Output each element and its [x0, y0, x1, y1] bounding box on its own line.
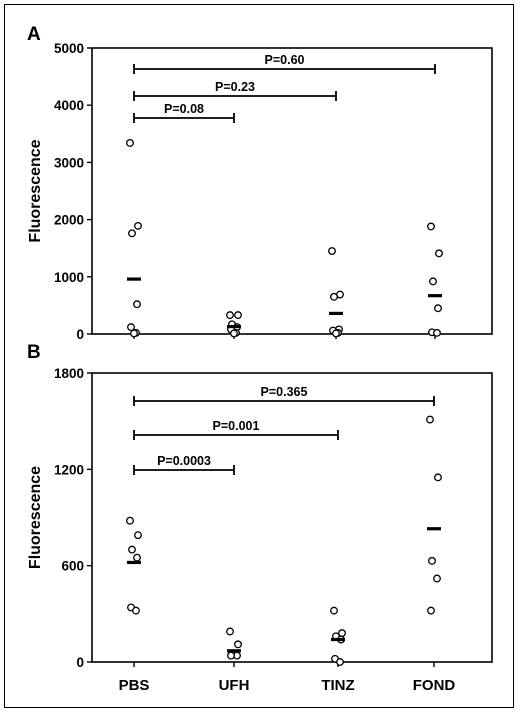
panel-b-data-point	[226, 627, 234, 636]
x-category-label: TINZ	[321, 677, 354, 694]
panel-b-data-point	[336, 658, 344, 666]
panel-a-p-value-label: P=0.08	[164, 102, 204, 116]
panel-a-y-tick-label: 0	[76, 327, 84, 342]
panel-b-y-axis-label: Fluorescence	[27, 466, 44, 569]
panel-a-y-tick-label: 3000	[54, 155, 84, 170]
panel-a-y-tick-label: 5000	[54, 41, 84, 56]
panel-a-data-point	[134, 221, 142, 230]
panel-b-data-point	[128, 545, 136, 554]
panel-a-data-point	[128, 229, 136, 238]
figure-frame	[4, 4, 514, 708]
panel-b-data-point	[433, 574, 441, 583]
panel-a-data-point	[434, 304, 442, 313]
panel-b-data-point	[134, 531, 142, 540]
panel-a-y-tick-label: 4000	[54, 98, 84, 113]
panel-b-data-point	[132, 606, 140, 615]
panel-a-data-point	[234, 311, 242, 320]
panel-a-data-point	[427, 222, 435, 231]
panel-a-p-value-label: P=0.23	[215, 80, 255, 94]
panel-b-data-point	[330, 606, 338, 615]
panel-a-p-value-label: P=0.60	[265, 53, 305, 67]
panel-b-y-tick-label: 0	[76, 655, 84, 670]
panel-b-data-point	[126, 516, 134, 525]
panel-b-data-point	[234, 640, 242, 649]
panel-b-data-point	[434, 473, 442, 482]
panel-b-y-tick-label: 1800	[54, 366, 84, 381]
panel-a-plot-area	[91, 47, 493, 335]
panel-a-data-point	[230, 329, 238, 338]
panel-a-data-point	[130, 329, 138, 338]
panel-a-data-point	[226, 311, 234, 320]
panel-a-y-tick-label: 2000	[54, 213, 84, 228]
panel-b-data-point	[426, 415, 434, 424]
panel-a-y-tick-label: 1000	[54, 270, 84, 285]
panel-a-letter: A	[27, 24, 41, 45]
panel-a-data-point	[328, 247, 336, 256]
panel-a-data-point	[127, 323, 135, 332]
panel-b-y-tick-label: 600	[61, 559, 84, 574]
x-category-label: FOND	[413, 677, 456, 694]
panel-b-data-point	[427, 606, 435, 615]
panel-b-plot-area	[91, 372, 493, 663]
x-category-label: UFH	[219, 677, 250, 694]
panel-a-data-point	[126, 139, 134, 147]
x-category-label: PBS	[119, 677, 150, 694]
panel-b-data-point	[133, 553, 141, 562]
panel-a-data-point	[429, 277, 437, 286]
panel-a-data-point	[330, 292, 338, 301]
panel-a-data-point	[435, 249, 443, 258]
panel-b-letter: B	[27, 342, 41, 363]
panel-b-y-tick-label: 1200	[54, 462, 84, 477]
panel-b-p-value-label: P=0.0003	[157, 454, 211, 468]
panel-b-p-value-label: P=0.001	[213, 419, 260, 433]
panel-b-data-point	[428, 556, 436, 565]
panel-b-p-value-label: P=0.365	[261, 385, 308, 399]
panel-a-data-point	[133, 300, 141, 309]
panel-a-data-point	[332, 329, 340, 338]
panel-a-y-axis-label: Fluorescence	[27, 139, 44, 242]
panel-b-data-point	[227, 651, 235, 660]
panel-a-data-point	[433, 328, 441, 337]
